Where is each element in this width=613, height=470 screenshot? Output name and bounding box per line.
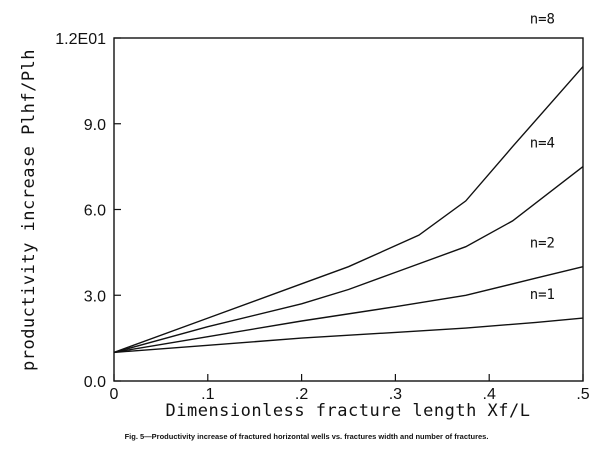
x-tick-label: .3 <box>389 386 402 403</box>
series-labels: n=1 n=2 n=4 n=8 <box>530 12 555 304</box>
x-tick-label: .1 <box>201 386 214 403</box>
series-label-n8: n=8 <box>530 12 555 28</box>
x-axis-ticks: 0 .1 .2 .3 .4 .5 <box>110 374 590 403</box>
y-tick-label: 6.0 <box>84 203 106 220</box>
y-axis-title: productivity increase Plhf/Plh <box>19 49 39 371</box>
y-tick-label: 0.0 <box>84 374 106 391</box>
y-tick-label: 3.0 <box>84 288 106 305</box>
series-label-n4: n=4 <box>530 136 555 152</box>
y-tick-label: 1.2E01 <box>55 31 106 48</box>
series-line-n4 <box>113 166 584 354</box>
x-axis-title: Dimensionless fracture length Xf/L <box>166 401 531 421</box>
x-tick-label: .4 <box>483 386 496 403</box>
x-tick-label: 0 <box>110 386 119 403</box>
series-line-n8 <box>113 66 584 354</box>
y-axis-ticks: 0.0 3.0 6.0 9.0 1.2E01 <box>55 31 121 391</box>
series-lines <box>113 66 584 354</box>
x-tick-label: .5 <box>576 386 589 403</box>
figure-caption: Fig. 5—Productivity increase of fracture… <box>124 432 489 441</box>
series-line-n2 <box>113 266 584 354</box>
x-tick-label: .2 <box>295 386 308 403</box>
plot-frame <box>113 37 584 382</box>
series-label-n2: n=2 <box>530 236 555 252</box>
series-line-n1 <box>113 317 584 354</box>
y-tick-label: 9.0 <box>84 117 106 134</box>
series-label-n1: n=1 <box>530 287 555 303</box>
chart: 0 .1 .2 .3 .4 .5 0.0 3.0 6.0 9.0 1.2E01 n=1 n=2 n=4… <box>19 12 590 421</box>
